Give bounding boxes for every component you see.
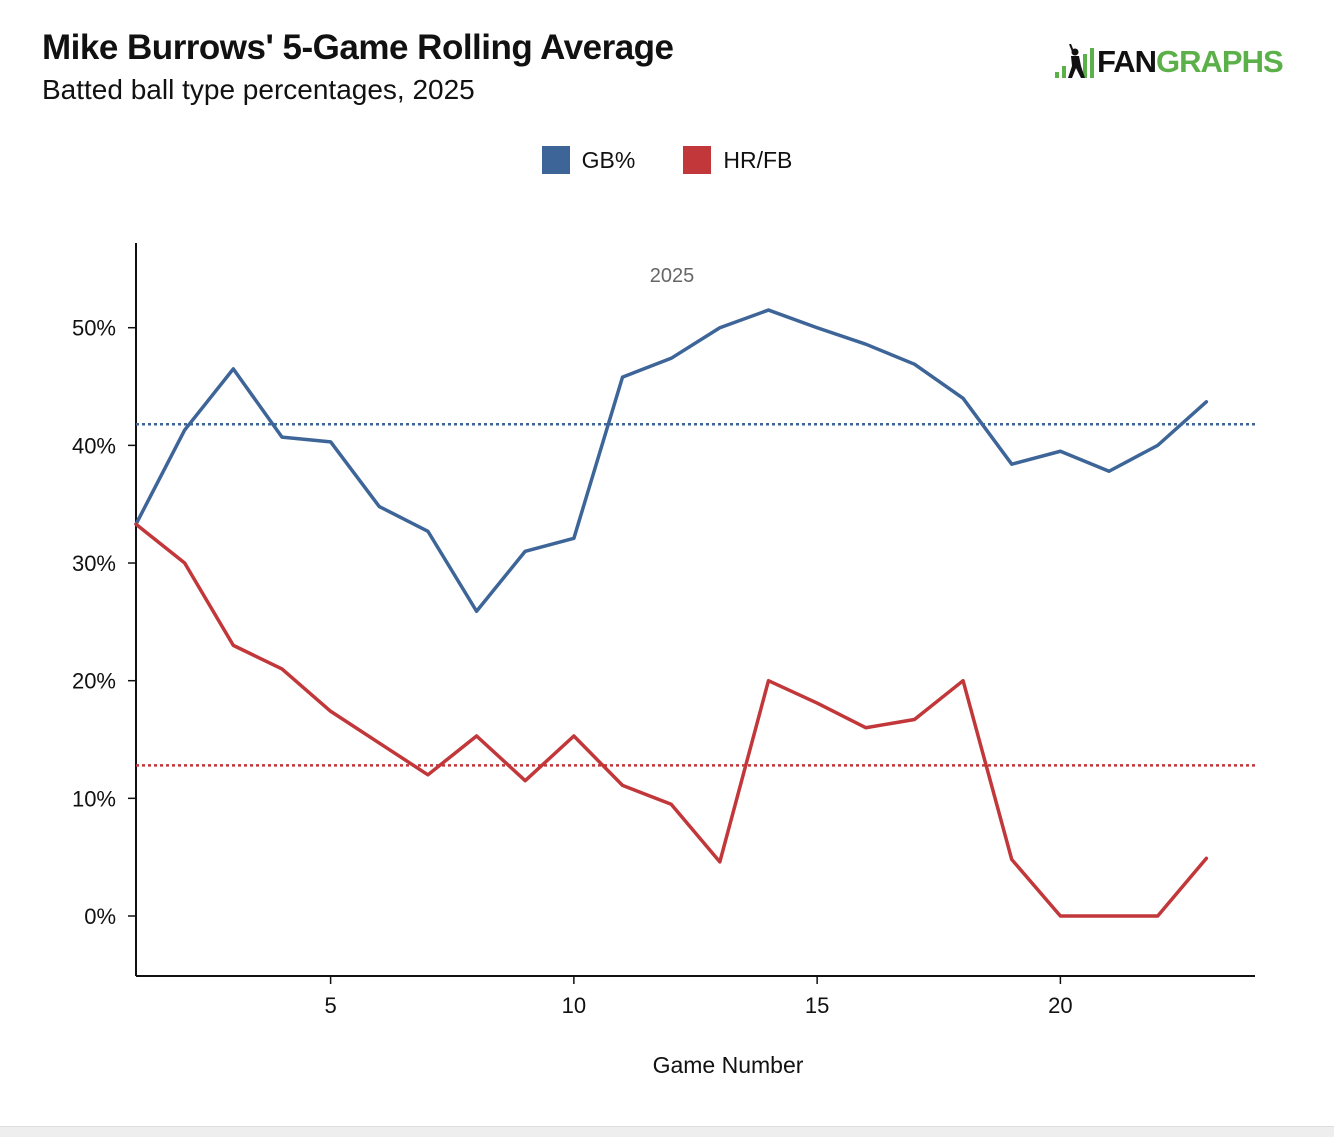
- series-line-hrfb: [134, 522, 1209, 918]
- legend: GB% HR/FB: [0, 146, 1334, 174]
- legend-label-hrfb: HR/FB: [723, 146, 793, 173]
- logo-text-fan: FAN: [1097, 44, 1157, 79]
- batter-icon: [1055, 44, 1094, 78]
- x-tick-label: 10: [562, 993, 586, 1018]
- legend-swatch-gb: [541, 146, 570, 174]
- y-tick-label: 40%: [72, 433, 116, 458]
- y-tick-label: 20%: [72, 669, 116, 694]
- y-tick-label: 0%: [84, 904, 116, 929]
- x-tick-label: 5: [324, 993, 336, 1018]
- chart-title: Mike Burrows' 5-Game Rolling Average: [42, 28, 674, 67]
- x-tick-label: 15: [805, 993, 829, 1018]
- x-tick-label: 20: [1048, 993, 1072, 1018]
- legend-swatch-hrfb: [683, 146, 712, 174]
- legend-item-hrfb[interactable]: HR/FB: [683, 146, 792, 174]
- y-tick-label: 30%: [72, 551, 116, 576]
- year-annotation: 2025: [650, 265, 695, 287]
- y-tick-label: 10%: [72, 786, 116, 811]
- x-axis-label: Game Number: [653, 1052, 804, 1078]
- chart-subtitle: Batted ball type percentages, 2025: [42, 74, 475, 105]
- logo-text-graphs: GRAPHS: [1156, 44, 1284, 79]
- fangraphs-logo: FAN GRAPHS: [1055, 44, 1284, 80]
- window-bottom-edge: [0, 1126, 1334, 1137]
- y-tick-label: 50%: [72, 316, 116, 341]
- legend-item-gb[interactable]: GB%: [541, 146, 636, 174]
- series-line-gb: [134, 308, 1209, 614]
- legend-label-gb: GB%: [581, 146, 636, 173]
